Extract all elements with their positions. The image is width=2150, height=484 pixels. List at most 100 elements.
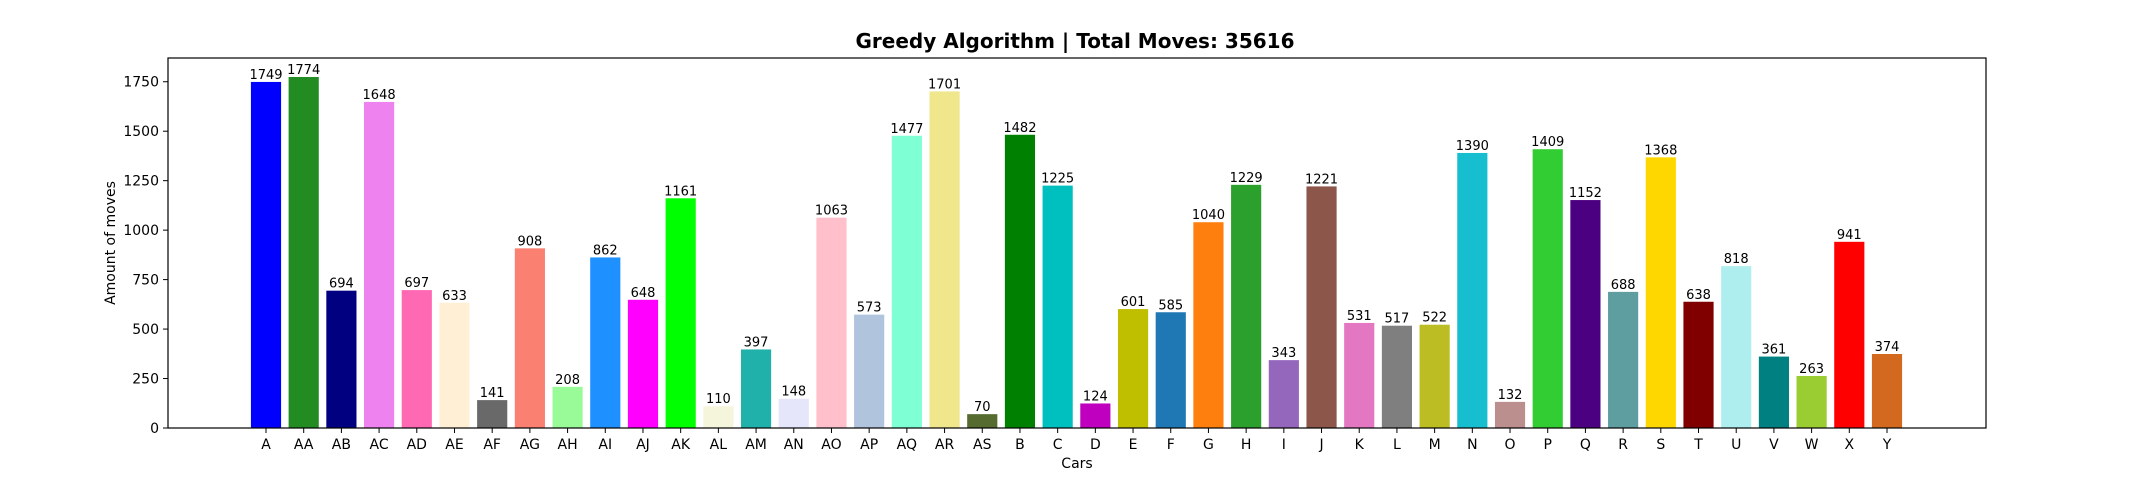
bar-value-label-AM: 397 [744, 335, 769, 350]
x-tick-label-AG: AG [520, 437, 540, 453]
bar-K [1344, 322, 1375, 428]
x-tick-label-AL: AL [710, 437, 728, 453]
bar-M [1419, 324, 1450, 428]
bar-value-label-S: 1368 [1644, 143, 1677, 158]
y-axis: 0 250 500 750 1000 1250 1500 1750 [123, 75, 168, 437]
x-tick-label-U: U [1731, 437, 1741, 453]
y-tick-label-250: 250 [132, 372, 159, 388]
bar-Q [1570, 200, 1601, 428]
bar-AB [326, 290, 357, 428]
bar-AH [552, 386, 583, 428]
bar-R [1608, 291, 1639, 428]
bar-value-label-B: 1482 [1003, 121, 1036, 136]
x-tick-label-AJ: AJ [636, 437, 650, 453]
bar-D [1080, 403, 1111, 428]
chart-title: Greedy Algorithm | Total Moves: 35616 [856, 29, 1295, 53]
x-tick-label-G: G [1203, 437, 1214, 453]
bar-AR [929, 91, 960, 428]
bar-value-label-Q: 1152 [1569, 186, 1602, 201]
bar-value-label-AN: 148 [781, 385, 806, 400]
bar-value-label-AD: 697 [404, 276, 429, 291]
x-tick-label-B: B [1015, 437, 1025, 453]
x-tick-label-O: O [1505, 437, 1516, 453]
bar-AQ [891, 135, 922, 428]
x-tick-label-R: R [1618, 437, 1628, 453]
bar-value-label-AC: 1648 [363, 88, 396, 103]
bar-AL [703, 406, 734, 428]
bar-S [1645, 157, 1676, 428]
x-tick-label-H: H [1241, 437, 1252, 453]
x-tick-label-T: T [1693, 437, 1703, 453]
bar-value-label-AH: 208 [555, 373, 580, 388]
x-tick-label-AE: AE [445, 437, 463, 453]
bar-value-label-L: 517 [1385, 312, 1410, 327]
x-tick-label-S: S [1656, 437, 1665, 453]
x-tick-label-X: X [1845, 437, 1855, 453]
bar-value-label-E: 601 [1121, 295, 1146, 310]
bar-AN [778, 398, 809, 428]
x-tick-label-I: I [1282, 437, 1286, 453]
bar-T [1683, 301, 1714, 428]
bar-AP [854, 314, 885, 428]
bar-AK [665, 198, 696, 428]
x-tick-label-W: W [1805, 437, 1819, 453]
bar-J [1306, 186, 1337, 428]
x-tick-label-AP: AP [860, 437, 878, 453]
bar-value-label-K: 531 [1347, 309, 1372, 324]
bar-value-label-AI: 862 [593, 243, 618, 258]
bar-value-label-AJ: 648 [631, 286, 656, 301]
bar-value-label-F: 585 [1158, 298, 1183, 313]
bar-value-label-AR: 1701 [928, 77, 961, 92]
x-tick-label-AA: AA [294, 437, 314, 453]
bar-AO [816, 217, 847, 428]
x-tick-label-AI: AI [598, 437, 612, 453]
bar-value-label-AQ: 1477 [890, 122, 923, 137]
bar-I [1268, 360, 1299, 428]
bar-E [1117, 309, 1149, 428]
bar-B [1004, 134, 1036, 428]
y-tick-label-1500: 1500 [123, 124, 159, 140]
bar-value-label-I: 343 [1271, 346, 1296, 361]
bar-O [1494, 401, 1526, 428]
bar-AG [514, 248, 545, 428]
bar-AI [590, 257, 621, 428]
bar-AD [401, 290, 432, 428]
bar-L [1381, 325, 1413, 428]
x-tick-label-AD: AD [407, 437, 427, 453]
y-tick-label-1750: 1750 [123, 75, 159, 91]
y-tick-label-0: 0 [150, 421, 159, 437]
bar-value-label-AF: 141 [480, 386, 505, 401]
bar-W [1796, 375, 1827, 428]
bar-value-label-M: 522 [1422, 311, 1447, 326]
bar-AM [740, 349, 772, 428]
x-tick-label-AH: AH [558, 437, 578, 453]
x-tick-label-AM: AM [745, 437, 767, 453]
x-tick-label-D: D [1090, 437, 1101, 453]
bar-value-label-H: 1229 [1230, 171, 1263, 186]
bar-H [1231, 184, 1262, 428]
bar-Y [1871, 354, 1903, 428]
bar-value-label-N: 1390 [1456, 139, 1489, 154]
x-tick-label-M: M [1429, 437, 1441, 453]
value-labels-layer: 1749 1774 694 1648 697 633 141 908 208 862 648 1161… [249, 63, 1899, 415]
x-tick-label-F: F [1167, 437, 1175, 453]
bar-F [1155, 312, 1186, 428]
x-tick-label-E: E [1129, 437, 1138, 453]
x-tick-label-AB: AB [332, 437, 351, 453]
y-tick-label-500: 500 [132, 322, 159, 338]
bar-N [1457, 152, 1488, 428]
bar-value-label-AB: 694 [329, 277, 354, 292]
x-axis-label: Cars [1061, 456, 1092, 472]
bar-value-label-AP: 573 [857, 301, 882, 316]
bar-value-label-AA: 1774 [287, 63, 320, 78]
bar-G [1193, 222, 1224, 428]
x-tick-label-L: L [1393, 437, 1401, 453]
x-tick-label-P: P [1543, 437, 1551, 453]
bar-value-label-R: 688 [1611, 278, 1636, 293]
bar-value-label-AS: 70 [974, 400, 991, 415]
x-tick-label-AN: AN [784, 437, 804, 453]
x-tick-label-C: C [1053, 437, 1063, 453]
x-tick-label-A: A [261, 437, 271, 453]
